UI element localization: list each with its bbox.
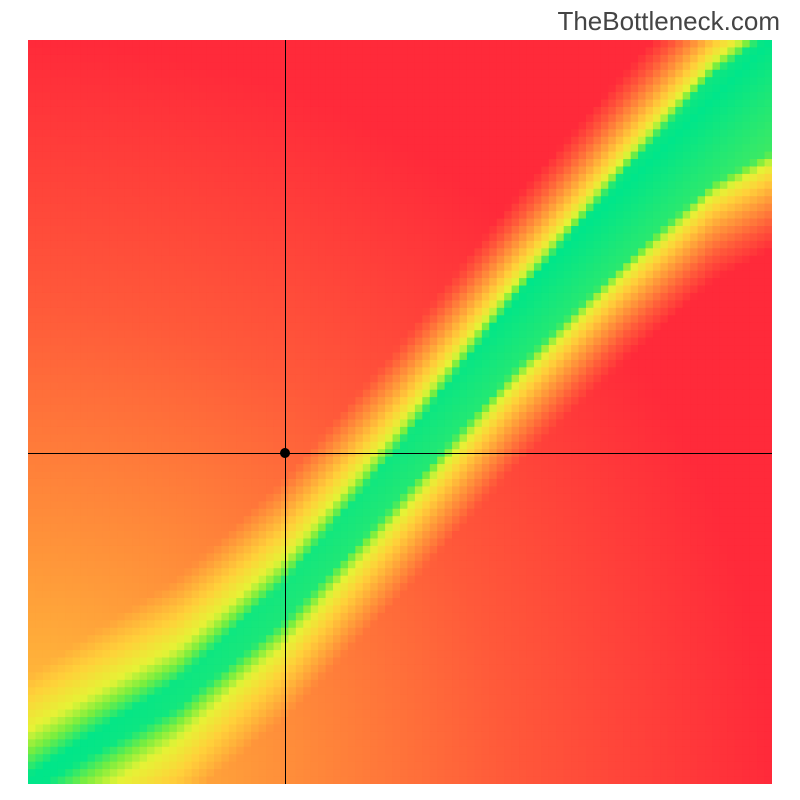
- crosshair-horizontal: [28, 453, 772, 454]
- heatmap-canvas: [28, 40, 772, 784]
- watermark-text: TheBottleneck.com: [557, 6, 780, 37]
- crosshair-marker: [280, 448, 290, 458]
- heatmap-plot: [28, 40, 772, 784]
- chart-container: TheBottleneck.com: [0, 0, 800, 800]
- crosshair-vertical: [285, 40, 286, 784]
